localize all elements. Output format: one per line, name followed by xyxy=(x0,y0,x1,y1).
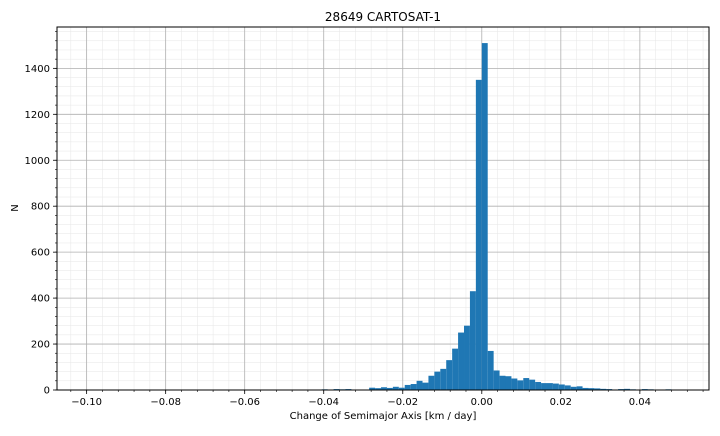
histogram-bar xyxy=(482,43,488,390)
histogram-bar xyxy=(417,381,423,390)
x-tick-label: −0.10 xyxy=(71,397,102,408)
histogram-bar xyxy=(577,386,583,390)
histogram-bar xyxy=(541,383,547,390)
x-axis-label: Change of Semimajor Axis [km / day] xyxy=(290,411,477,422)
histogram-bar xyxy=(500,376,506,390)
y-tick-label: 1400 xyxy=(25,64,50,75)
histogram-bar xyxy=(411,384,417,390)
y-tick-label: 600 xyxy=(31,248,50,259)
histogram-bar xyxy=(476,80,482,390)
histogram-bar xyxy=(434,372,440,390)
histogram-bar xyxy=(423,383,429,390)
histogram-bar xyxy=(523,378,529,390)
histogram-bar xyxy=(428,376,434,390)
y-tick-label: 400 xyxy=(31,294,50,305)
histogram-bar xyxy=(505,376,511,390)
x-tick-label: 0.02 xyxy=(550,397,572,408)
histogram-bar xyxy=(458,333,464,390)
histogram-bar xyxy=(535,382,541,390)
histogram-bar xyxy=(405,385,411,390)
x-tick-label: −0.02 xyxy=(387,397,418,408)
histogram-bar xyxy=(452,349,458,390)
histogram-bar xyxy=(511,379,517,390)
y-tick-label: 200 xyxy=(31,340,50,351)
histogram-bar xyxy=(440,369,446,390)
histogram-bar xyxy=(488,351,494,390)
histogram-bar xyxy=(494,370,500,390)
y-tick-label: 1200 xyxy=(25,110,50,121)
histogram-bar xyxy=(553,384,559,390)
histogram-bar xyxy=(446,360,452,390)
x-tick-label: −0.08 xyxy=(150,397,181,408)
y-tick-label: 1000 xyxy=(25,156,50,167)
x-tick-label: −0.06 xyxy=(229,397,260,408)
y-axis-label: N xyxy=(10,204,21,211)
x-tick-label: −0.04 xyxy=(308,397,339,408)
histogram-bar xyxy=(565,385,571,390)
x-tick-label: 0.04 xyxy=(629,397,651,408)
y-tick-label: 800 xyxy=(31,202,50,213)
x-tick-label: 0.00 xyxy=(471,397,493,408)
histogram-bar xyxy=(464,326,470,390)
histogram-bar xyxy=(529,380,535,390)
y-tick-label: 0 xyxy=(44,386,50,397)
histogram-bar xyxy=(470,291,476,390)
histogram-bar xyxy=(517,380,523,390)
histogram-bar xyxy=(547,383,553,390)
histogram-bar xyxy=(559,384,565,390)
chart-title: 28649 CARTOSAT-1 xyxy=(325,10,441,24)
